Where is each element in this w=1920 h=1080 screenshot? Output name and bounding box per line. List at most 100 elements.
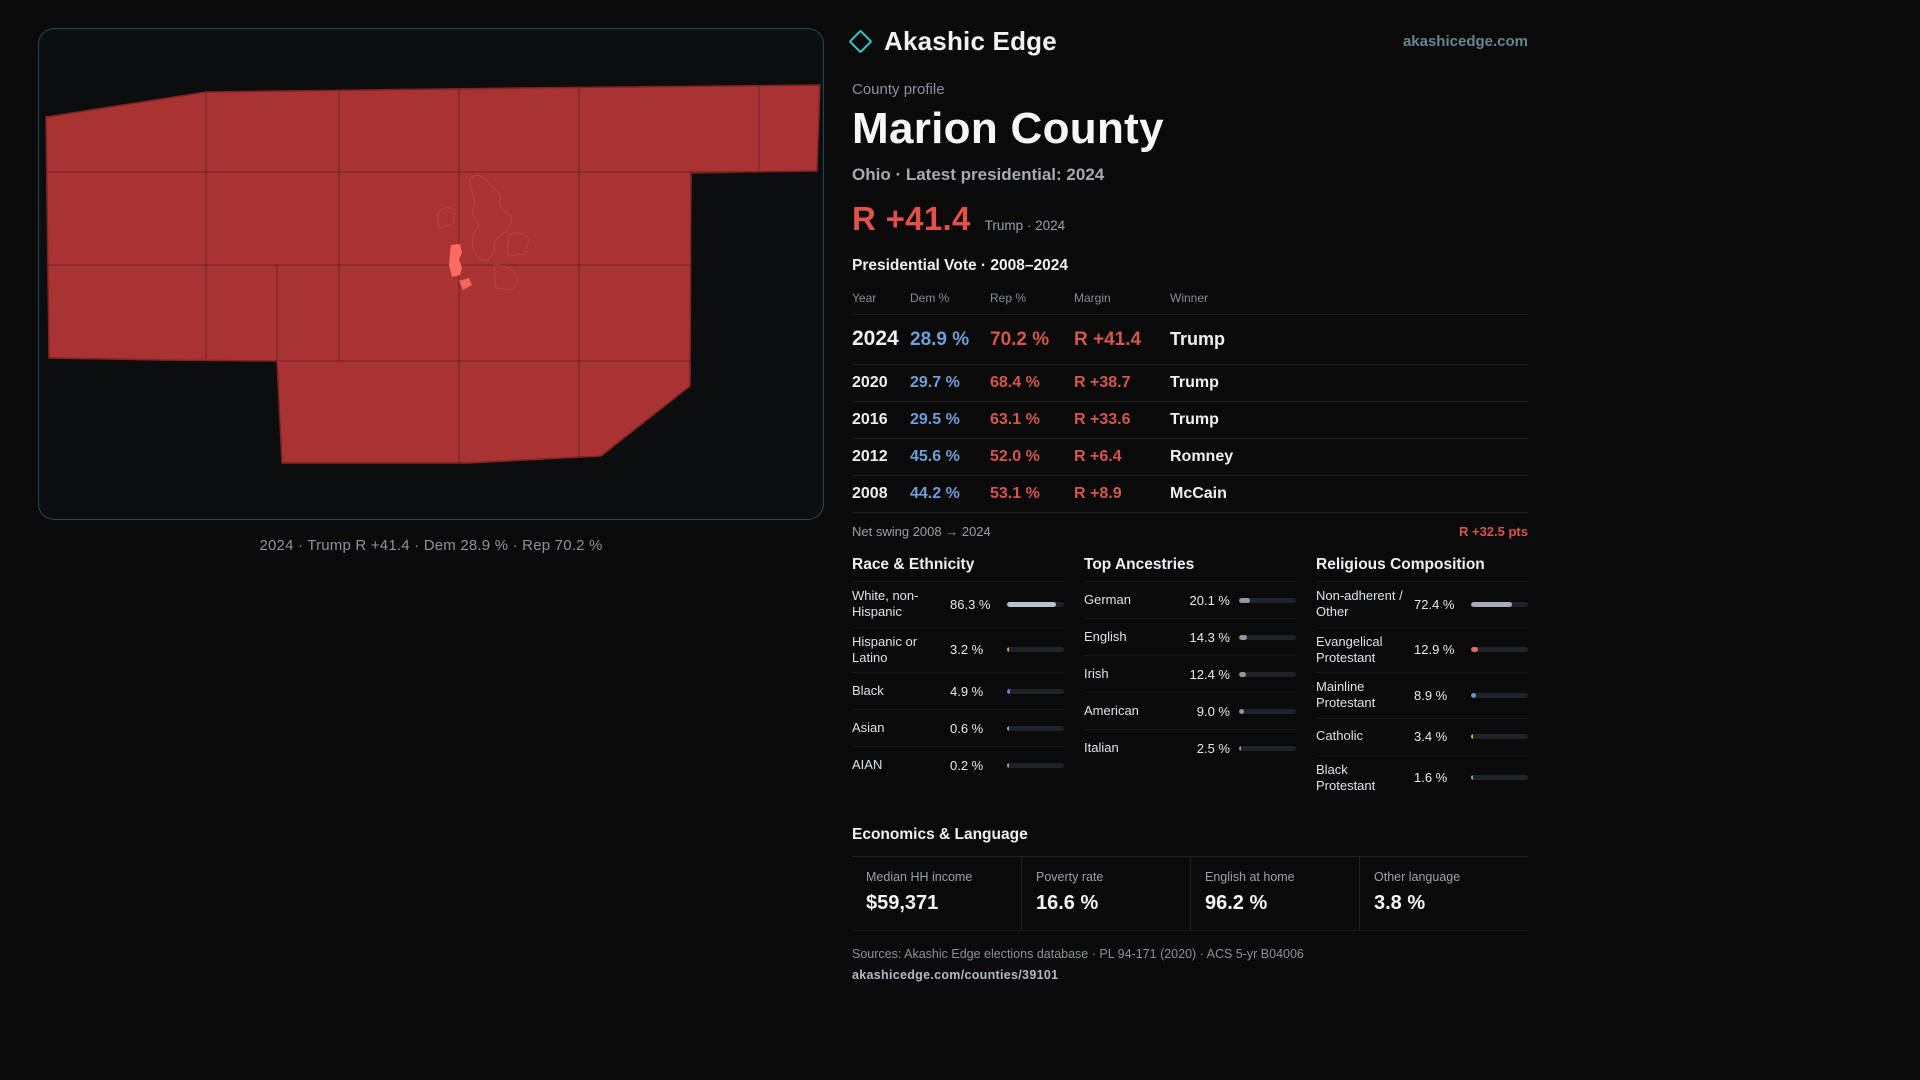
headline-margin-row: R +41.4 Trump · 2024: [852, 200, 1528, 238]
demo-value: 12.4 %: [1189, 666, 1230, 682]
economics-title: Economics & Language: [852, 826, 1028, 843]
vote-table-title: Presidential Vote · 2008–2024: [852, 257, 1068, 274]
footer: Sources: Akashic Edge elections database…: [852, 945, 1528, 985]
year-cell: 2008: [852, 485, 888, 502]
demo-label: Black: [852, 682, 884, 698]
top-ancestries-column: Top Ancestries German 20.1 % English 14.…: [1084, 556, 1296, 800]
vote-row-2012: 2012 45.6 % 52.0 % R +6.4 Romney: [852, 438, 1528, 475]
demo-bar: [1007, 762, 1064, 768]
stat-english-at-home: English at home 96.2 %: [1190, 857, 1359, 930]
margin-cell: R +41.4: [1074, 329, 1142, 350]
dem-cell: 44.2 %: [910, 485, 960, 502]
demo-label: Italian: [1084, 739, 1119, 755]
stat-label: Poverty rate: [1036, 870, 1104, 884]
demo-label: AIAN: [852, 756, 883, 772]
demo-row: Non-adherent / Other 72.4 %: [1316, 581, 1528, 627]
brand-header: Akashic Edge akashicedge.com: [848, 26, 1528, 57]
dem-cell: 28.9 %: [910, 329, 970, 350]
vote-row-2016: 2016 29.5 % 63.1 % R +33.6 Trump: [852, 401, 1528, 438]
county-shape[interactable]: [45, 84, 821, 464]
demo-label: Asian: [852, 719, 885, 735]
headline-margin-value: R +41.4: [852, 200, 971, 237]
permalink-link[interactable]: akashicedge.com/counties/39101: [852, 967, 1059, 982]
margin-cell: R +33.6: [1074, 411, 1131, 428]
demo-label: Evangelical Protestant: [1316, 633, 1383, 665]
township-boundary-lines: [47, 86, 817, 463]
demo-row: White, non-Hispanic 86.3 %: [852, 581, 1064, 627]
page-title: Marion County: [852, 104, 1164, 153]
year-cell: 2020: [852, 374, 888, 391]
dem-cell: 29.7 %: [910, 374, 960, 391]
demo-bar: [1007, 601, 1064, 607]
sources-line: Sources: Akashic Edge elections database…: [852, 947, 1304, 961]
margin-cell: R +6.4: [1074, 448, 1122, 465]
rep-cell: 53.1 %: [990, 485, 1040, 502]
demo-bar: [1471, 734, 1528, 739]
religious-composition-column: Religious Composition Non-adherent / Oth…: [1316, 556, 1528, 800]
map-section: 2024 · Trump R +41.4 · Dem 28.9 % · Rep …: [38, 28, 824, 554]
demo-bar: [1239, 708, 1296, 714]
col-winner: Winner: [1170, 291, 1209, 305]
demo-bar: [1471, 692, 1528, 698]
county-subtitle: Ohio · Latest presidential: 2024: [852, 165, 1105, 184]
race-ethnicity-title: Race & Ethnicity: [852, 556, 975, 573]
race-ethnicity-column: Race & Ethnicity White, non-Hispanic 86.…: [852, 556, 1064, 800]
demo-value: 14.3 %: [1189, 629, 1230, 645]
marion-city-highlight[interactable]: [449, 244, 462, 277]
net-swing-row: Net swing 2008 → 2024 R +32.5 pts: [852, 512, 1528, 539]
net-swing-label: Net swing 2008 → 2024: [852, 524, 991, 539]
demo-bar: [1471, 601, 1528, 607]
marion-city-highlight-fragment: [459, 278, 472, 290]
demo-value: 3.2 %: [950, 642, 984, 658]
rep-cell: 68.4 %: [990, 374, 1040, 391]
profile-panel: Akashic Edge akashicedge.com County prof…: [848, 26, 1528, 985]
headline-margin-context: Trump · 2024: [984, 218, 1066, 233]
demo-row: Black Protestant 1.6 %: [1316, 754, 1528, 801]
demo-bar: [1007, 688, 1064, 694]
demo-bar: [1471, 775, 1528, 781]
demo-bar: [1471, 647, 1528, 653]
margin-cell: R +8.9: [1074, 485, 1122, 502]
margin-cell: R +38.7: [1074, 374, 1131, 391]
demo-bar: [1007, 725, 1064, 731]
demo-value: 72.4 %: [1414, 596, 1455, 612]
demo-bar: [1239, 597, 1296, 603]
demo-label: American: [1084, 702, 1139, 718]
demo-label: White, non-Hispanic: [852, 588, 919, 620]
demo-label: Hispanic or Latino: [852, 633, 918, 665]
demo-row: Asian 0.6 %: [852, 709, 1064, 746]
city-boundary-lines: [436, 175, 530, 291]
map-caption: 2024 · Trump R +41.4 · Dem 28.9 % · Rep …: [259, 537, 603, 554]
stat-label: Median HH income: [866, 870, 973, 884]
stat-label: Other language: [1374, 870, 1461, 884]
year-cell: 2016: [852, 411, 888, 428]
demo-value: 12.9 %: [1414, 642, 1455, 658]
kicker-county-profile: County profile: [852, 81, 945, 98]
winner-cell: Trump: [1170, 374, 1219, 391]
winner-cell: Romney: [1170, 448, 1234, 465]
dem-cell: 29.5 %: [910, 411, 960, 428]
demo-bar: [1239, 671, 1296, 677]
vote-row-2020: 2020 29.7 % 68.4 % R +38.7 Trump: [852, 364, 1528, 401]
demo-label: English: [1084, 628, 1127, 644]
demo-bar: [1239, 745, 1296, 751]
demo-row: American 9.0 %: [1084, 692, 1296, 729]
vote-row-2024: 2024 28.9 % 70.2 % R +41.4 Trump: [852, 314, 1528, 364]
demo-value: 9.0 %: [1196, 703, 1230, 719]
demo-value: 86.3 %: [950, 596, 991, 612]
demo-value: 0.2 %: [950, 757, 984, 773]
brand-diamond-icon: [848, 29, 873, 54]
demo-label: Irish: [1084, 665, 1109, 681]
demo-row: Catholic 3.4 %: [1316, 717, 1528, 755]
county-map-panel[interactable]: [38, 28, 824, 520]
winner-cell: Trump: [1170, 411, 1219, 428]
top-ancestries-title: Top Ancestries: [1084, 556, 1195, 573]
brand-name: Akashic Edge: [884, 26, 1057, 56]
county-map[interactable]: [39, 29, 823, 519]
vote-table-header: Year Dem % Rep % Margin Winner: [852, 285, 1528, 314]
demo-row: Italian 2.5 %: [1084, 729, 1296, 766]
vote-row-2008: 2008 44.2 % 53.1 % R +8.9 McCain: [852, 475, 1528, 512]
stat-poverty-rate: Poverty rate 16.6 %: [1021, 857, 1190, 930]
brand-domain-link[interactable]: akashicedge.com: [1402, 33, 1528, 50]
